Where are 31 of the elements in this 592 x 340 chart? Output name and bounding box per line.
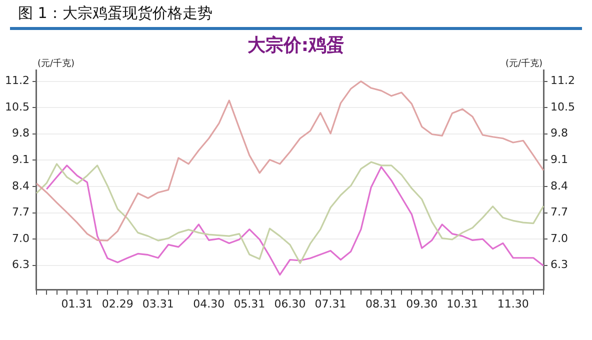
- y-tick-label: 9.1: [12, 153, 30, 166]
- x-tick-label: 08.31: [366, 297, 398, 310]
- y-axis-title: (元/千克): [37, 58, 75, 69]
- y-tick-label: 11.2: [4, 74, 30, 88]
- x-tick-label: 03.31: [142, 297, 174, 310]
- x-tick-label: 11.30: [497, 297, 529, 310]
- x-tick-label: 01.31: [61, 297, 93, 310]
- x-tick-label: 02.29: [102, 297, 134, 310]
- y2-tick-label: 8.4: [550, 179, 568, 192]
- y-tick-label: 8.4: [12, 179, 30, 192]
- x-tick-label: 10.31: [446, 297, 478, 310]
- y-tick-label: 6.3: [12, 258, 30, 272]
- chart-subtitle: 大宗价:鸡蛋: [246, 34, 346, 57]
- y2-tick-label: 11.2: [550, 74, 576, 88]
- chart-title: 图 1：大宗鸡蛋现货价格走势: [10, 4, 582, 30]
- x-tick-label: 04.30: [193, 297, 225, 310]
- y-tick-label: 7.0: [12, 232, 30, 245]
- x-tick-label: 09.30: [406, 297, 438, 310]
- y2-tick-label: 9.1: [550, 153, 568, 166]
- x-tick-label: 07.31: [314, 297, 346, 310]
- y2-tick-label: 9.8: [550, 126, 568, 140]
- y-tick-label: 10.5: [4, 100, 30, 114]
- y2-tick-label: 7.0: [550, 232, 568, 245]
- y-tick-label: 7.7: [12, 206, 30, 219]
- y2-tick-label: 7.7: [550, 206, 568, 219]
- x-tick-label: 05.31: [234, 297, 266, 310]
- y2-tick-label: 10.5: [550, 100, 576, 114]
- y-tick-label: 9.8: [12, 126, 30, 140]
- y2-tick-label: 6.3: [550, 258, 568, 272]
- x-tick-label: 06.30: [274, 297, 306, 310]
- y2-axis-title: (元/千克): [505, 58, 543, 69]
